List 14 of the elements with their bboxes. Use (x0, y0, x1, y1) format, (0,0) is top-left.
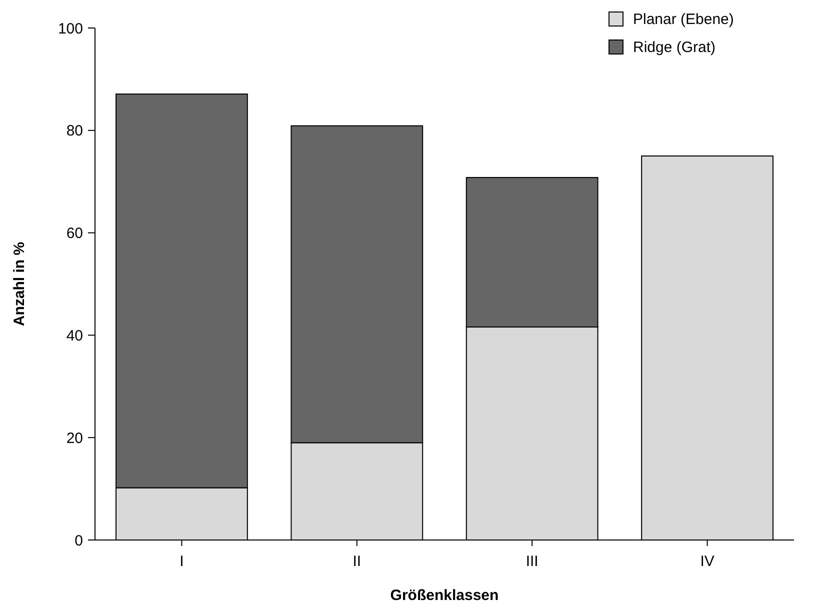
y-tick-label: 80 (66, 122, 83, 140)
y-tick-label: 40 (66, 327, 83, 344)
y-tick-label: 60 (66, 225, 83, 242)
x-tick-label: I (180, 553, 184, 570)
y-tick-label: 100 (58, 20, 83, 38)
legend-label: Planar (Ebene) (633, 11, 734, 28)
y-tick-label: 20 (66, 430, 83, 447)
x-tick-label: IV (700, 553, 714, 570)
y-axis-title: Anzahl in % (11, 242, 28, 326)
legend-label: Ridge (Grat) (633, 39, 716, 56)
x-tick-label: II (352, 553, 362, 570)
x-tick-label: III (526, 553, 538, 570)
y-tick-label: 0 (74, 532, 83, 550)
x-axis-title: Größenklassen (390, 587, 499, 604)
